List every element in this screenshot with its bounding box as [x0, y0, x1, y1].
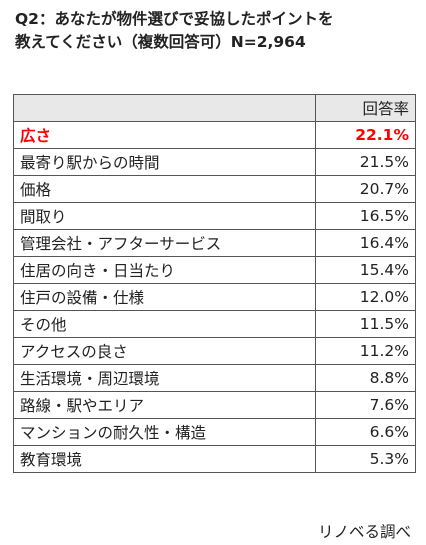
row-value: 20.7% [315, 175, 416, 203]
table-row: 価格 20.7% [13, 175, 416, 203]
row-label: 広さ [13, 121, 316, 149]
row-value: 6.6% [315, 418, 416, 446]
table-row: 教育環境 5.3% [13, 445, 416, 473]
row-label: 路線・駅やエリア [13, 391, 316, 419]
table-row: その他 11.5% [13, 310, 416, 338]
row-value: 11.5% [315, 310, 416, 338]
row-value: 21.5% [315, 148, 416, 176]
row-label: マンションの耐久性・構造 [13, 418, 316, 446]
row-value: 16.4% [315, 229, 416, 257]
header-blank-cell [13, 94, 316, 122]
table-row: 管理会社・アフターサービス 16.4% [13, 229, 416, 257]
table-row: 住戸の設備・仕様 12.0% [13, 283, 416, 311]
row-value: 22.1% [315, 121, 416, 149]
table-header-row: 回答率 [13, 94, 416, 122]
row-label: 最寄り駅からの時間 [13, 148, 316, 176]
row-label: 住居の向き・日当たり [13, 256, 316, 284]
chart-title-line-1: Q2：あなたが物件選びで妥協したポイントを [15, 10, 334, 28]
row-value: 7.6% [315, 391, 416, 419]
row-value: 16.5% [315, 202, 416, 230]
source-note: リノベる調べ [317, 523, 411, 541]
header-response-rate: 回答率 [315, 94, 416, 122]
row-label: 価格 [13, 175, 316, 203]
row-label: 生活環境・周辺環境 [13, 364, 316, 392]
table-row: マンションの耐久性・構造 6.6% [13, 418, 416, 446]
chart-title: Q2：あなたが物件選びで妥協したポイントを 教えてください（複数回答可）N=2,… [15, 8, 415, 54]
row-label: 住戸の設備・仕様 [13, 283, 316, 311]
table-row: アクセスの良さ 11.2% [13, 337, 416, 365]
results-table: 回答率 広さ 22.1% 最寄り駅からの時間 21.5% 価格 20.7% 間取り 16.5%… [13, 94, 416, 473]
row-label: その他 [13, 310, 316, 338]
row-value: 15.4% [315, 256, 416, 284]
row-label: 管理会社・アフターサービス [13, 229, 316, 257]
chart-title-line-2: 教えてください（複数回答可）N=2,964 [15, 33, 306, 51]
table-row: 広さ 22.1% [13, 121, 416, 149]
row-label: アクセスの良さ [13, 337, 316, 365]
row-value: 8.8% [315, 364, 416, 392]
row-value: 12.0% [315, 283, 416, 311]
table-body: 広さ 22.1% 最寄り駅からの時間 21.5% 価格 20.7% 間取り 16.5% 管理会社… [13, 121, 416, 473]
table-row: 路線・駅やエリア 7.6% [13, 391, 416, 419]
row-label: 間取り [13, 202, 316, 230]
row-label: 教育環境 [13, 445, 316, 473]
table-row: 生活環境・周辺環境 8.8% [13, 364, 416, 392]
row-value: 11.2% [315, 337, 416, 365]
row-value: 5.3% [315, 445, 416, 473]
table-row: 最寄り駅からの時間 21.5% [13, 148, 416, 176]
table-row: 住居の向き・日当たり 15.4% [13, 256, 416, 284]
table-row: 間取り 16.5% [13, 202, 416, 230]
